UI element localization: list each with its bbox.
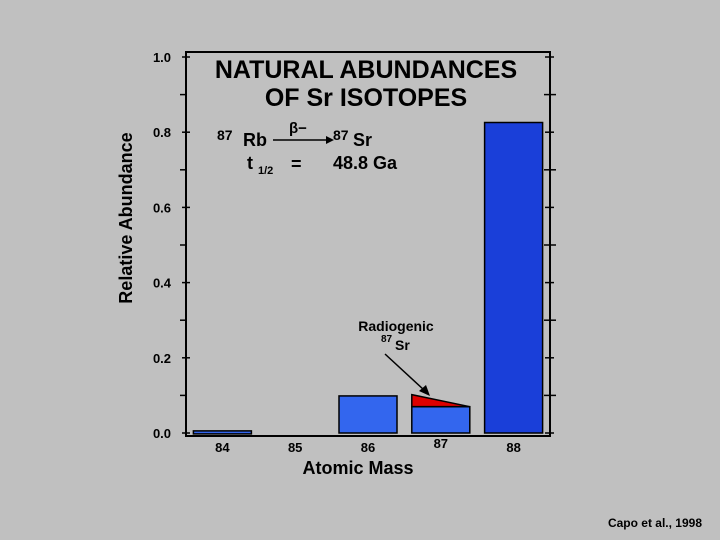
- halflife-symbol: t: [247, 153, 253, 173]
- y-tick-label: 0.0: [153, 426, 171, 441]
- x-tick-label: 88: [506, 440, 520, 455]
- decay-arrow-head: [326, 136, 334, 144]
- y-tick-label: 0.8: [153, 125, 171, 140]
- source-credit: Capo et al., 1998: [607, 516, 702, 530]
- x-ticks: 84 85 86 87 88: [215, 436, 521, 455]
- y-ticks: 0.0 0.2 0.4 0.6 0.8 1.0: [153, 50, 556, 441]
- halflife-subscript: 1/2: [258, 165, 273, 177]
- y-tick-label: 1.0: [153, 50, 171, 65]
- chart-title-line2: OF Sr ISOTOPES: [265, 84, 467, 112]
- daughter-mass: 87: [333, 127, 349, 143]
- radiogenic-element: Sr: [395, 337, 410, 353]
- decay-equation: 87 Rb β− 87 Sr t 1/2 = 48.8 Ga: [217, 120, 398, 177]
- radiogenic-label: Radiogenic: [358, 318, 434, 334]
- radiogenic-wedge: [411, 393, 470, 408]
- daughter-element: Sr: [353, 130, 372, 150]
- chart-title-line1: NATURAL ABUNDANCES: [215, 56, 517, 84]
- x-axis-label: Atomic Mass: [302, 458, 413, 478]
- y-tick-label: 0.6: [153, 200, 171, 215]
- bar-88: [483, 121, 544, 434]
- parent-element: Rb: [243, 130, 267, 150]
- bar-87: [411, 405, 471, 434]
- x-tick-label: 85: [288, 440, 302, 455]
- x-tick-label: 84: [215, 440, 230, 455]
- radiogenic-arrow-head: [419, 385, 430, 396]
- parent-mass: 87: [217, 127, 233, 143]
- equals-sign: =: [291, 154, 302, 174]
- x-tick-label: 86: [361, 440, 375, 455]
- bar-84: [192, 430, 253, 435]
- bars: [192, 121, 544, 435]
- bar-86: [338, 395, 398, 434]
- radiogenic-annotation: Radiogenic 87 Sr: [358, 318, 434, 396]
- y-tick-label: 0.2: [153, 351, 171, 366]
- radiogenic-arrow: [384, 353, 425, 391]
- x-tick-label: 87: [434, 436, 448, 451]
- decay-mode: β−: [289, 120, 307, 137]
- y-axis-label: Relative Abundance: [116, 132, 136, 303]
- y-tick-label: 0.4: [153, 276, 172, 291]
- halflife-value: 48.8 Ga: [333, 153, 398, 173]
- radiogenic-mass: 87: [381, 334, 393, 345]
